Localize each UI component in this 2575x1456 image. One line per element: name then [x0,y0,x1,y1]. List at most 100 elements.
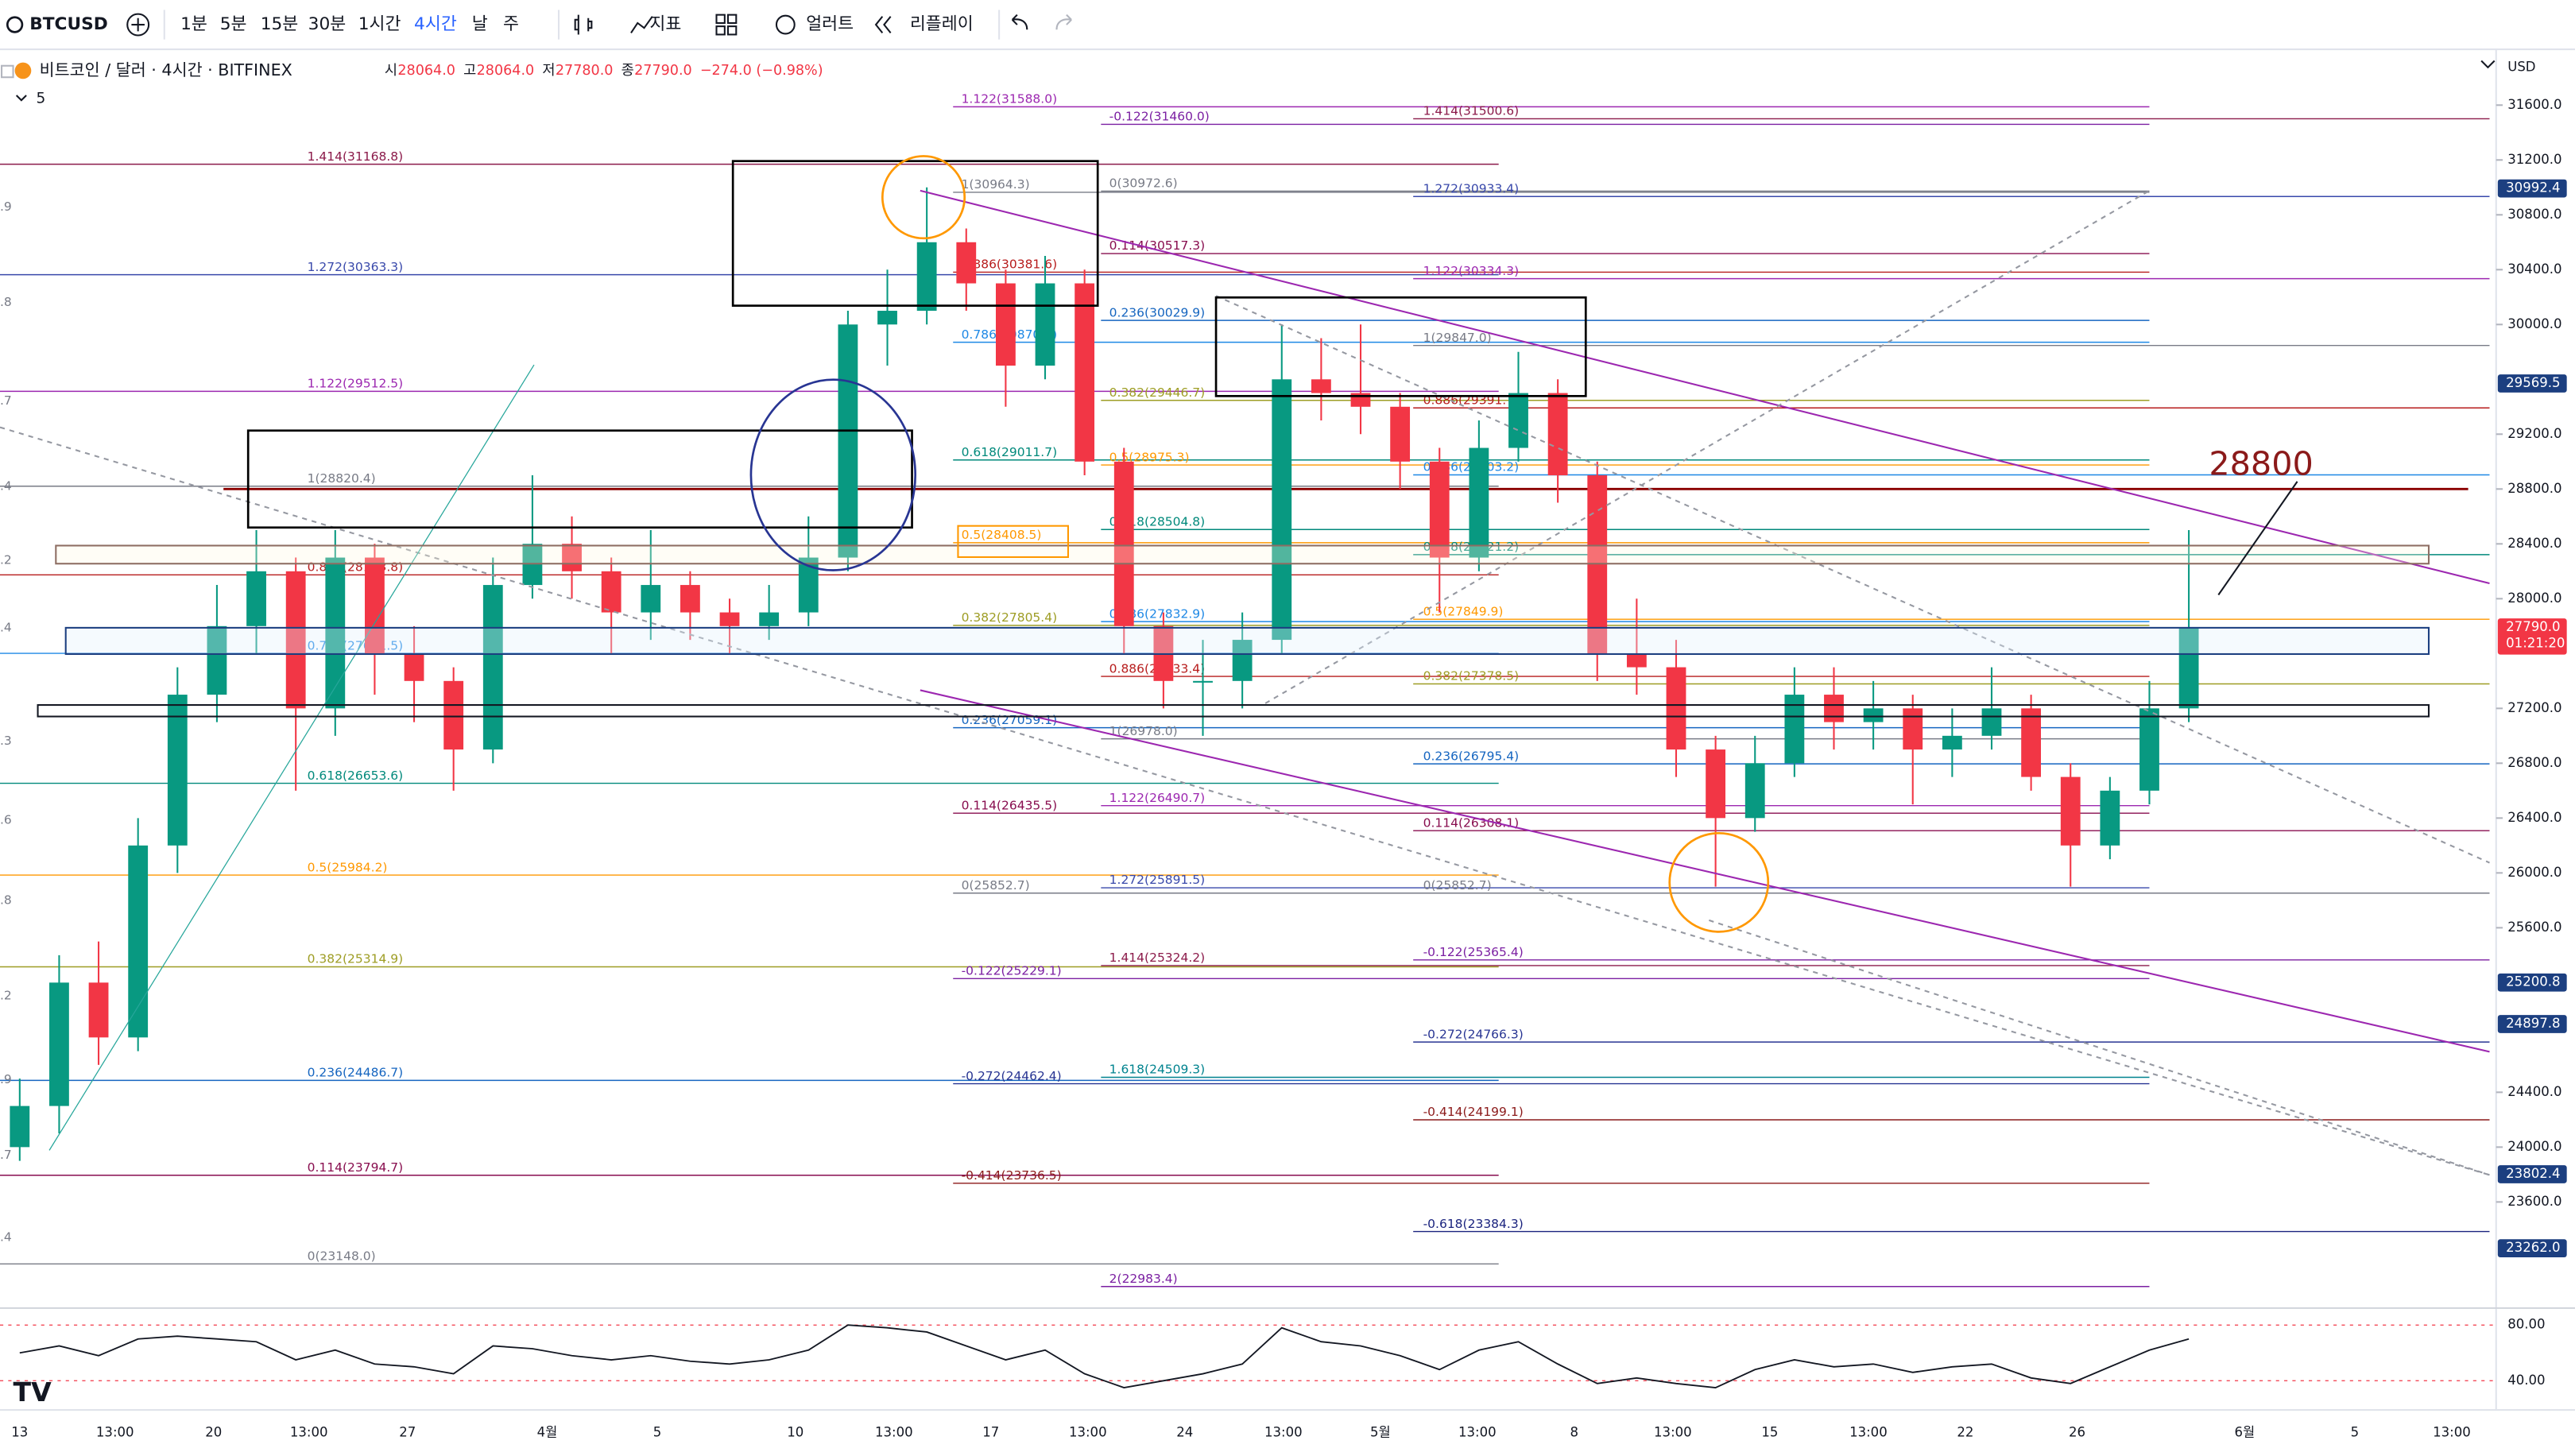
fib-label: 1.414(25324.2) [1109,951,1206,965]
alert-icon[interactable] [775,14,796,35]
currency-dropdown[interactable] [2480,60,2496,69]
tool-button[interactable]: 지표 [649,14,681,34]
candle-body [128,845,149,1038]
candle-body [1429,461,1450,558]
chart-type-icon[interactable] [574,14,593,35]
candle-body [1508,393,1528,448]
currency[interactable]: USD [2507,59,2535,74]
undo-button[interactable] [1011,14,1028,30]
interval-button[interactable]: 주 [503,14,519,34]
fib-label: 0(25852.7) [962,878,1030,893]
fib-label: 0.114(23794.7) [308,1160,404,1175]
candle-body [2178,627,2199,709]
time-label: 13 [11,1425,28,1440]
cut-price-label: .7 [0,1148,12,1162]
interval-button[interactable]: 날 [472,14,488,34]
candle-body [1232,640,1253,681]
fib-label: 1.122(31588.0) [962,92,1058,106]
templates-icon[interactable] [715,14,726,25]
price-tag [2497,1239,2567,1258]
candle-body [1903,708,1923,750]
fib-label: 0.382(27805.4) [962,610,1058,625]
highlight-circle [1668,831,1770,933]
dashed-line [1709,919,2490,1176]
fib-label: 1(30964.3) [962,177,1030,192]
legend-toggle[interactable] [1,64,14,79]
time-label: 5 [2351,1425,2360,1440]
tool-button[interactable]: 리플레이 [910,14,974,34]
symbol[interactable]: BTCUSD [29,14,108,34]
candle-body [1744,763,1765,819]
cut-price-label: .9 [0,1072,12,1086]
fib-label: 0(23148.0) [308,1249,376,1264]
candle-body [1547,393,1568,476]
drawings [0,155,2490,1176]
price-tag [2497,374,2567,393]
annotation: 28800 [2209,444,2314,482]
price-tag-label: 23802.4 [2506,1166,2560,1181]
add-symbol-button[interactable] [126,13,150,37]
fib-label: -0.272(24462.4) [962,1069,1062,1083]
fib-label: 1.414(31500.6) [1423,104,1520,118]
time-label: 15 [1761,1425,1778,1440]
time-label: 24 [1176,1425,1193,1440]
fib-label: 1.272(30363.3) [308,260,404,274]
candle-body [877,311,897,325]
candle-body [2139,708,2159,791]
time-label: 10 [787,1425,803,1440]
time-label: 17 [982,1425,999,1440]
candle-body [956,242,977,284]
candle-body [1942,735,1962,750]
candle-body [680,585,700,613]
price-tag [2497,1015,2567,1033]
cut-price-label: .9 [0,199,12,214]
indicator-count[interactable]: 5 [36,91,45,107]
frame: 𝗧𝗩 [0,10,2575,1411]
candle-body [49,982,69,1106]
price-tag-label: 23262.0 [2506,1240,2560,1255]
fib-label: 0.236(26795.4) [1423,749,1520,763]
price-tag-label: 30992.4 [2506,180,2560,196]
candle-body [916,242,937,312]
candle-body [1981,708,2002,736]
interval-button[interactable]: 1시간 [358,14,401,34]
candle-body [641,585,661,613]
box [246,429,913,529]
interval-button[interactable]: 1분 [180,14,207,34]
fib-label: -0.122(25229.1) [962,964,1062,978]
collapse-button[interactable] [15,95,27,102]
indicators-icon[interactable] [630,16,653,33]
search-icon[interactable] [6,16,24,33]
tool-button[interactable]: 얼러트 [806,14,854,34]
time-label: 27 [399,1425,416,1440]
candle-body [838,324,858,558]
fib-label: 1.122(30334.3) [1423,264,1520,278]
time-label: 5 [653,1425,662,1440]
trend-line [920,189,2490,585]
redo-button[interactable] [1055,14,1072,30]
price-tag [2497,179,2567,198]
trend-line [920,689,2490,1053]
time-label: 13:00 [1069,1425,1107,1440]
interval-button[interactable]: 15분 [261,14,299,34]
candle-body [1666,667,1686,750]
price-tag [2497,1165,2567,1183]
candle-body [482,585,503,750]
candle-body [1706,749,1726,819]
interval-button[interactable]: 30분 [308,14,347,34]
fib-label: -0.414(24199.1) [1423,1105,1524,1119]
candle-body [1113,461,1134,626]
cut-price-label: .7 [0,393,12,408]
ohlc-label: 저 [542,63,555,79]
interval-button[interactable]: 5분 [220,14,247,34]
price-tick-label: 25600.0 [2507,920,2561,935]
candle-body [1390,406,1411,462]
fib-label: 1.122(26490.7) [1109,791,1206,805]
fib-label: -0.414(23736.5) [962,1168,1062,1183]
axes: 31600.0 31200.0 30800.0 30400.0 30000.0 29200… [0,97,2567,1440]
interval-button[interactable]: 4시간 [414,14,457,34]
fib-label: 0.382(25314.9) [308,952,404,966]
candle-body [88,982,109,1038]
time-label: 26 [2069,1425,2085,1440]
replay-icon[interactable] [874,16,892,34]
